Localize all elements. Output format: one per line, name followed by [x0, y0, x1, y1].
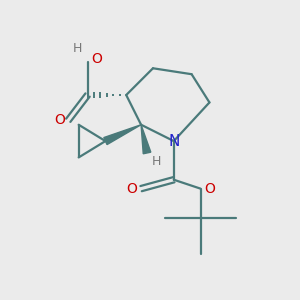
- Text: O: O: [127, 182, 138, 196]
- Text: N: N: [168, 134, 179, 148]
- Polygon shape: [104, 125, 141, 145]
- Text: O: O: [54, 113, 65, 127]
- Text: H: H: [151, 155, 160, 168]
- Text: O: O: [204, 182, 215, 196]
- Polygon shape: [141, 125, 151, 154]
- Text: H: H: [73, 42, 82, 56]
- Text: O: O: [91, 52, 102, 66]
